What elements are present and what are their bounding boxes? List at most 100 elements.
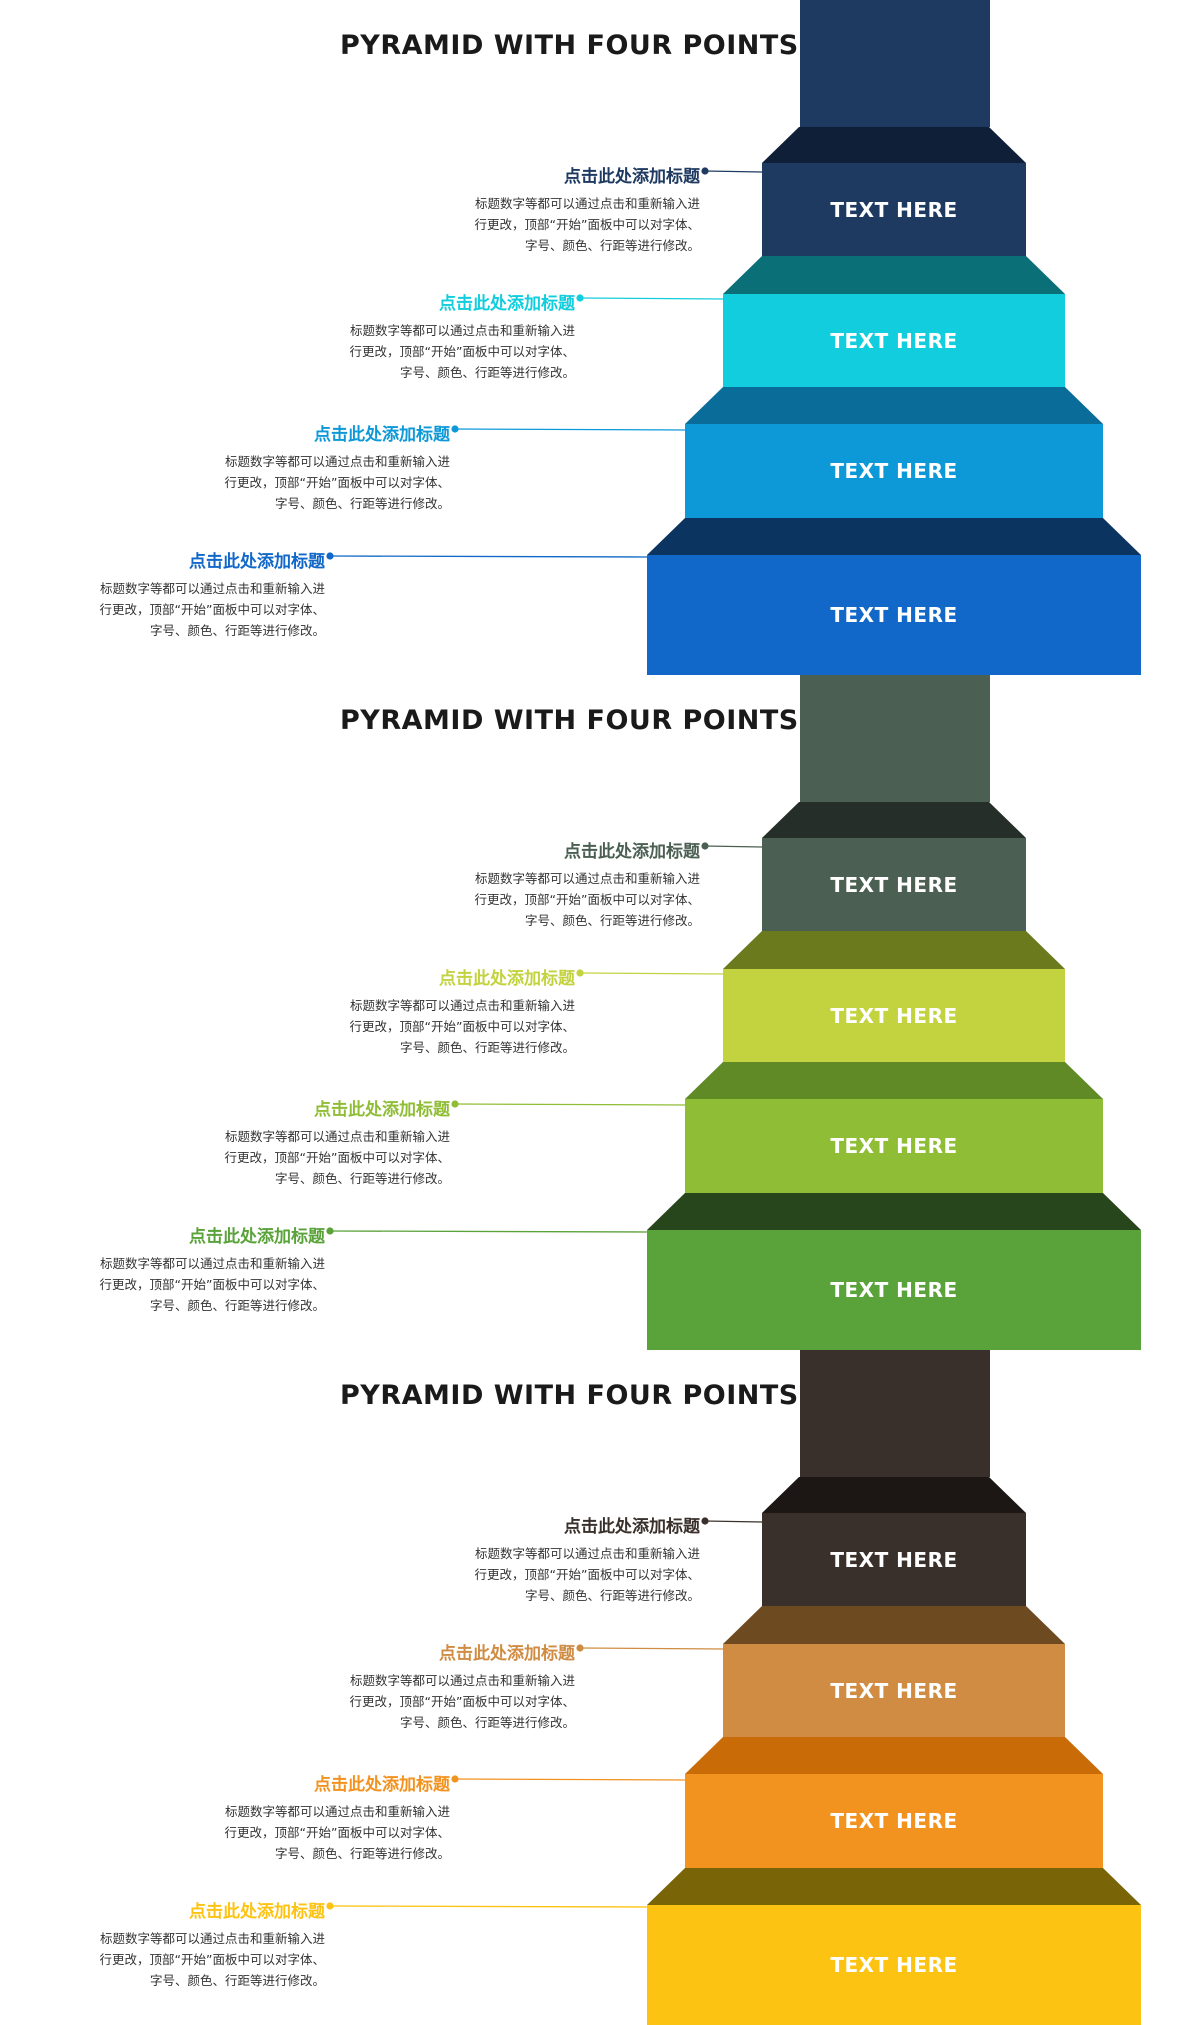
callout-body-line: 行更改，顶部“开始”面板中可以对字体、 (349, 344, 575, 359)
callout-body: 标题数字等都可以通过点击和重新输入进 行更改，顶部“开始”面板中可以对字体、 字号、… (370, 868, 700, 931)
callout-connector-line (454, 1778, 687, 1781)
callout-heading: 点击此处添加标题 (314, 425, 450, 445)
pyramid-graphic (326, 675, 1141, 1350)
step-label: TEXT HERE (830, 1809, 958, 1833)
step-front-face (762, 1513, 1026, 1606)
step-front-face (723, 969, 1065, 1062)
step-label: TEXT HERE (830, 1953, 958, 1977)
callout-connector-line (454, 428, 687, 431)
callout-heading: 点击此处添加标题 (314, 1775, 450, 1795)
callout-body-line: 字号、颜色、行距等进行修改。 (274, 1846, 450, 1861)
callout-heading: 点击此处添加标题 (189, 552, 325, 572)
callout-dot (451, 1100, 459, 1108)
callout-body-line: 行更改，顶部“开始”面板中可以对字体、 (99, 1277, 325, 1292)
step-callout: 点击此处添加标题标题数字等都可以通过点击和重新输入进 行更改，顶部“开始”面板中可… (0, 1897, 325, 1991)
callout-body-line: 字号、颜色、行距等进行修改。 (399, 1040, 575, 1055)
callout-connector-line (329, 1230, 649, 1233)
pyramid-stem (800, 0, 990, 127)
step-callout: 点击此处添加标题 标题数字等都可以通过点击和重新输入进 行更改，顶部“开始”面板中可… (245, 964, 575, 1058)
callout-body-line: 字号、颜色、行距等进行修改。 (149, 623, 325, 638)
pyramid-stem (800, 675, 990, 802)
callout-body-line: 标题数字等都可以通过点击和重新输入进 (349, 323, 575, 338)
callout-body: 标题数字等都可以通过点击和重新输入进 行更改，顶部“开始”面板中可以对字体、 字号、… (0, 1253, 325, 1316)
callout-connector-line (579, 972, 725, 975)
step-top-face (723, 931, 1065, 969)
step-callout: 点击此处添加标题 标题数字等都可以通过点击和重新输入进 行更改，顶部“开始”面板中可… (120, 1095, 450, 1189)
callout-connector-line (704, 1520, 763, 1523)
step-label: TEXT HERE (830, 197, 958, 222)
callout-body-line: 标题数字等都可以通过点击和重新输入进 (224, 1804, 450, 1819)
callout-body-line: 字号、颜色、行距等进行修改。 (524, 238, 700, 253)
step-callout: 点击此处添加标题 标题数字等都可以通过点击和重新输入进 行更改，顶部“开始”面板中可… (370, 1512, 700, 1606)
callout-body-line: 字号、颜色、行距等进行修改。 (524, 1588, 700, 1603)
callout-body-line: 字号、颜色、行距等进行修改。 (149, 1298, 325, 1313)
step-label: TEXT HERE (830, 1003, 958, 1028)
callout-body: 标题数字等都可以通过点击和重新输入进 行更改，顶部“开始”面板中可以对字体、 字号、… (120, 1801, 450, 1864)
pyramid-title: PYRAMID WITH FOUR POINTS (340, 1380, 799, 1411)
step-front-face (685, 1099, 1103, 1193)
callout-body-line: 标题数字等都可以通过点击和重新输入进 (349, 1673, 575, 1688)
step-front-face (723, 1644, 1065, 1737)
step-front-face (685, 424, 1103, 518)
callout-dot (451, 1775, 459, 1783)
pyramid-panel: PYRAMID WITH FOUR POINTS TEXT HERE 点击此处添加标… (0, 0, 1200, 675)
callout-body-line: 字号、颜色、行距等进行修改。 (274, 496, 450, 511)
callout-dot (701, 1517, 709, 1525)
callout-heading: 点击此处添加标题 (564, 167, 700, 187)
callout-body: 标题数字等都可以通过点击和重新输入进 行更改，顶部“开始”面板中可以对字体、 字号、… (370, 1543, 700, 1606)
callout-body: 标题数字等都可以通过点击和重新输入进 行更改，顶部“开始”面板中可以对字体、字号、… (245, 320, 575, 383)
callout-body-line: 标题数字等都可以通过点击和重新输入进 (349, 998, 575, 1013)
step-front-face (647, 555, 1141, 675)
step-label: TEXT HERE (830, 1547, 958, 1572)
step-top-face (647, 518, 1141, 555)
callout-heading: 点击此处添加标题 (189, 1902, 325, 1922)
step-front-face (685, 1774, 1103, 1868)
step-front-face (723, 294, 1065, 387)
step-front-face (762, 163, 1026, 256)
step-callout: 点击此处添加标题标题数字等都可以通过点击和重新输入进 行更改，顶部“开始”面板中可… (0, 547, 325, 641)
callout-dot (326, 552, 334, 560)
callout-body-line: 字号、颜色、行距等进行修改。 (399, 365, 575, 380)
step-top-face (685, 387, 1103, 424)
step-label: TEXT HERE (830, 603, 958, 627)
callout-body-line: 行更改，顶部“开始”面板中可以对字体、 (224, 475, 450, 490)
callout-body-line: 标题数字等都可以通过点击和重新输入进 (474, 196, 700, 211)
callout-heading: 点击此处添加标题 (189, 1227, 325, 1247)
step-top-face (647, 1193, 1141, 1230)
step-top-face (762, 802, 1026, 838)
callout-body-line: 标题数字等都可以通过点击和重新输入进 (474, 871, 700, 886)
step-top-face (647, 1868, 1141, 1905)
callout-body: 标题数字等都可以通过点击和重新输入进 行更改，顶部“开始”面板中可以对字体、 字号、… (245, 1670, 575, 1733)
step-label: TEXT HERE (830, 1278, 958, 1302)
pyramid-stem (800, 1350, 990, 1477)
step-callout: 点击此处添加标题标题数字等都可以通过点击和重新输入进 行更改，顶部“开始”面板中可… (0, 1222, 325, 1316)
pyramid-panel: PYRAMID WITH FOUR POINTS TEXT HERE 点击此处添加标… (0, 675, 1200, 1350)
callout-heading: 点击此处添加标题 (439, 969, 575, 989)
callout-dot (576, 1644, 584, 1652)
callout-dot (451, 425, 459, 433)
step-label: TEXT HERE (830, 1678, 958, 1703)
callout-body-line: 字号、颜色、行距等进行修改。 (274, 1171, 450, 1186)
pyramid-graphic (326, 0, 1141, 675)
callout-body-line: 行更改，顶部“开始”面板中可以对字体、 (99, 1952, 325, 1967)
callout-dot (701, 842, 709, 850)
callout-body-line: 行更改，顶部“开始”面板中可以对字体、 (99, 602, 325, 617)
callout-heading: 点击此处添加标题 (564, 842, 700, 862)
callout-body-line: 标题数字等都可以通过点击和重新输入进 (99, 581, 325, 596)
callout-connector-line (704, 845, 763, 848)
callout-connector-line (579, 297, 725, 300)
callout-body: 标题数字等都可以通过点击和重新输入进 行更改，顶部“开始”面板中可以对字体、 字号、… (0, 1928, 325, 1991)
callout-connector-line (454, 1103, 687, 1106)
step-front-face (647, 1230, 1141, 1350)
callout-body-line: 行更改，顶部“开始”面板中可以对字体、 (224, 1150, 450, 1165)
step-label: TEXT HERE (830, 1134, 958, 1158)
callout-connector-line (579, 1647, 725, 1650)
callout-body: 标题数字等都可以通过点击和重新输入进 行更改，顶部“开始”面板中可以对字体、字号、… (0, 578, 325, 641)
step-label: TEXT HERE (830, 872, 958, 897)
callout-dot (701, 167, 709, 175)
callout-dot (576, 969, 584, 977)
callout-body: 标题数字等都可以通过点击和重新输入进 行更改，顶部“开始”面板中可以对字体、 字号、… (120, 451, 450, 514)
pyramid-title: PYRAMID WITH FOUR POINTS (340, 30, 799, 61)
step-top-face (762, 1477, 1026, 1513)
